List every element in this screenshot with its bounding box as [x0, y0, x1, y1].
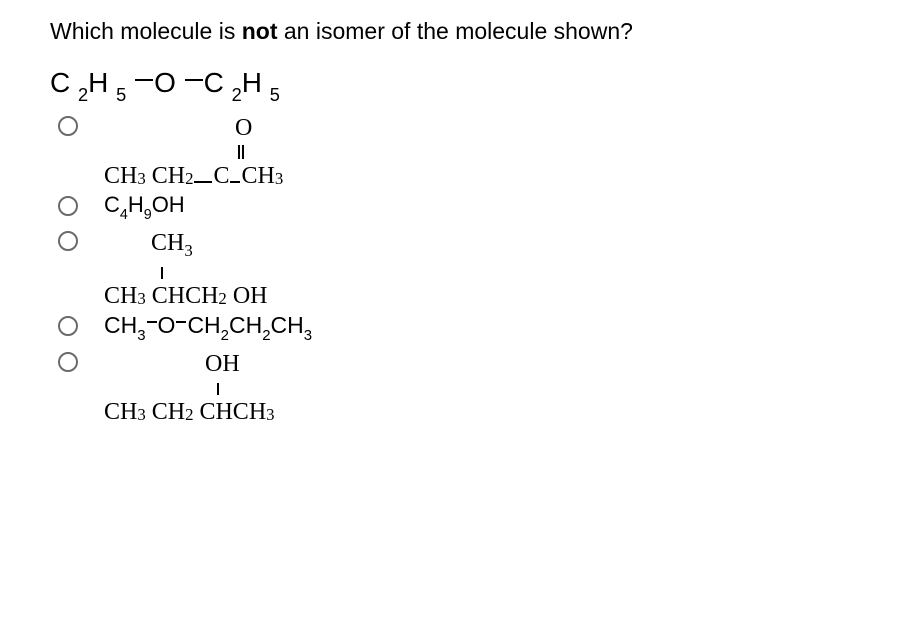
radio-icon[interactable] — [58, 352, 78, 372]
opt-e-sub2: 2 — [185, 407, 193, 424]
option-e[interactable]: OH CH3 CH2 CHCH3 — [58, 348, 850, 424]
option-b[interactable]: C4H9OH — [58, 192, 850, 221]
option-b-body: C4H9OH — [104, 192, 185, 221]
question-bold: not — [242, 18, 278, 44]
opt-c-sub1: 3 — [137, 291, 145, 308]
opt-e-sub3: 3 — [266, 407, 274, 424]
option-e-body: OH CH3 CH2 CHCH3 — [104, 348, 275, 424]
opt-e-mid: CHCH — [199, 400, 266, 424]
opt-d-o: O — [158, 312, 176, 338]
opt-e-sub1: 3 — [137, 407, 145, 424]
opt-e-oh: OH — [205, 351, 240, 377]
option-a-body: O CH3 CH2CCH3 — [104, 112, 283, 188]
ref-h2: H — [242, 67, 262, 98]
opt-c-oh: OH — [233, 284, 268, 308]
opt-a-c: C — [213, 164, 229, 188]
double-bond-icon — [238, 145, 244, 159]
bond-icon — [194, 181, 212, 183]
opt-a-sub: 3 — [137, 171, 145, 188]
opt-b-oh: OH — [152, 192, 185, 217]
radio-icon[interactable] — [58, 116, 78, 136]
opt-a-sub3: 3 — [275, 171, 283, 188]
opt-c-mid: CHCH — [152, 284, 219, 308]
option-a-structure: O CH3 CH2CCH3 — [104, 116, 283, 188]
radio-icon[interactable] — [58, 196, 78, 216]
ref-o: O — [154, 67, 176, 98]
question-suffix: an isomer of the molecule shown? — [278, 18, 633, 44]
opt-a-oxygen: O — [235, 115, 252, 141]
ref-2a: 2 — [78, 85, 88, 105]
question-text: Which molecule is not an isomer of the m… — [50, 18, 850, 45]
ref-5a: 5 — [116, 85, 126, 105]
opt-b-4: 4 — [120, 207, 128, 223]
opt-d-ch3r: CH — [271, 312, 304, 338]
bond-icon — [176, 321, 186, 323]
opt-d-sub4: 3 — [304, 327, 312, 344]
opt-a-ch2: CH — [152, 164, 185, 188]
opt-a-ch3-l: CH — [104, 164, 137, 188]
ref-c2: C — [204, 67, 224, 98]
opt-a-sub2: 2 — [185, 171, 193, 188]
reference-formula: C 2H 5 O C 2H 5 — [50, 67, 850, 104]
option-c-body: CH3 CH3 CHCH2 OH — [104, 227, 267, 308]
opt-b-c: C — [104, 192, 120, 217]
ref-c1: C — [50, 67, 70, 98]
bond-icon — [147, 321, 157, 323]
option-a[interactable]: O CH3 CH2CCH3 — [58, 112, 850, 188]
opt-d-ch2a: CH — [187, 312, 220, 338]
bond-icon — [230, 181, 240, 183]
option-c-structure: CH3 CH3 CHCH2 OH — [104, 231, 267, 308]
opt-d-sub3: 2 — [262, 327, 270, 344]
option-c[interactable]: CH3 CH3 CHCH2 OH — [58, 227, 850, 308]
ref-5b: 5 — [270, 85, 280, 105]
opt-e-ch2: CH — [152, 400, 185, 424]
opt-c-ch3: CH — [104, 284, 137, 308]
radio-icon[interactable] — [58, 231, 78, 251]
radio-icon[interactable] — [58, 316, 78, 336]
opt-d-ch3: CH — [104, 312, 137, 338]
single-bond-icon — [217, 383, 219, 395]
option-d-body: CH3OCH2CH2CH3 — [104, 312, 312, 343]
question-prefix: Which molecule is — [50, 18, 242, 44]
bond-icon — [135, 79, 153, 81]
opt-d-sub1: 3 — [137, 327, 145, 344]
opt-e-ch3: CH — [104, 400, 137, 424]
bond-icon — [185, 79, 203, 81]
opt-c-sub2: 2 — [218, 291, 226, 308]
opt-b-h: H — [128, 192, 144, 217]
ref-h1: H — [88, 67, 108, 98]
option-e-structure: OH CH3 CH2 CHCH3 — [104, 352, 275, 424]
opt-c-top-sub: 3 — [184, 241, 192, 260]
opt-a-ch3-r: CH — [241, 164, 274, 188]
opt-d-sub2: 2 — [221, 327, 229, 344]
page-root: Which molecule is not an isomer of the m… — [0, 0, 900, 446]
opt-c-top: CH — [151, 230, 184, 256]
opt-b-9: 9 — [144, 207, 152, 223]
single-bond-icon — [161, 267, 163, 279]
option-d[interactable]: CH3OCH2CH2CH3 — [58, 312, 850, 343]
ref-2b: 2 — [232, 85, 242, 105]
opt-d-ch2b: CH — [229, 312, 262, 338]
options-list: O CH3 CH2CCH3 C4H9OH — [58, 112, 850, 425]
